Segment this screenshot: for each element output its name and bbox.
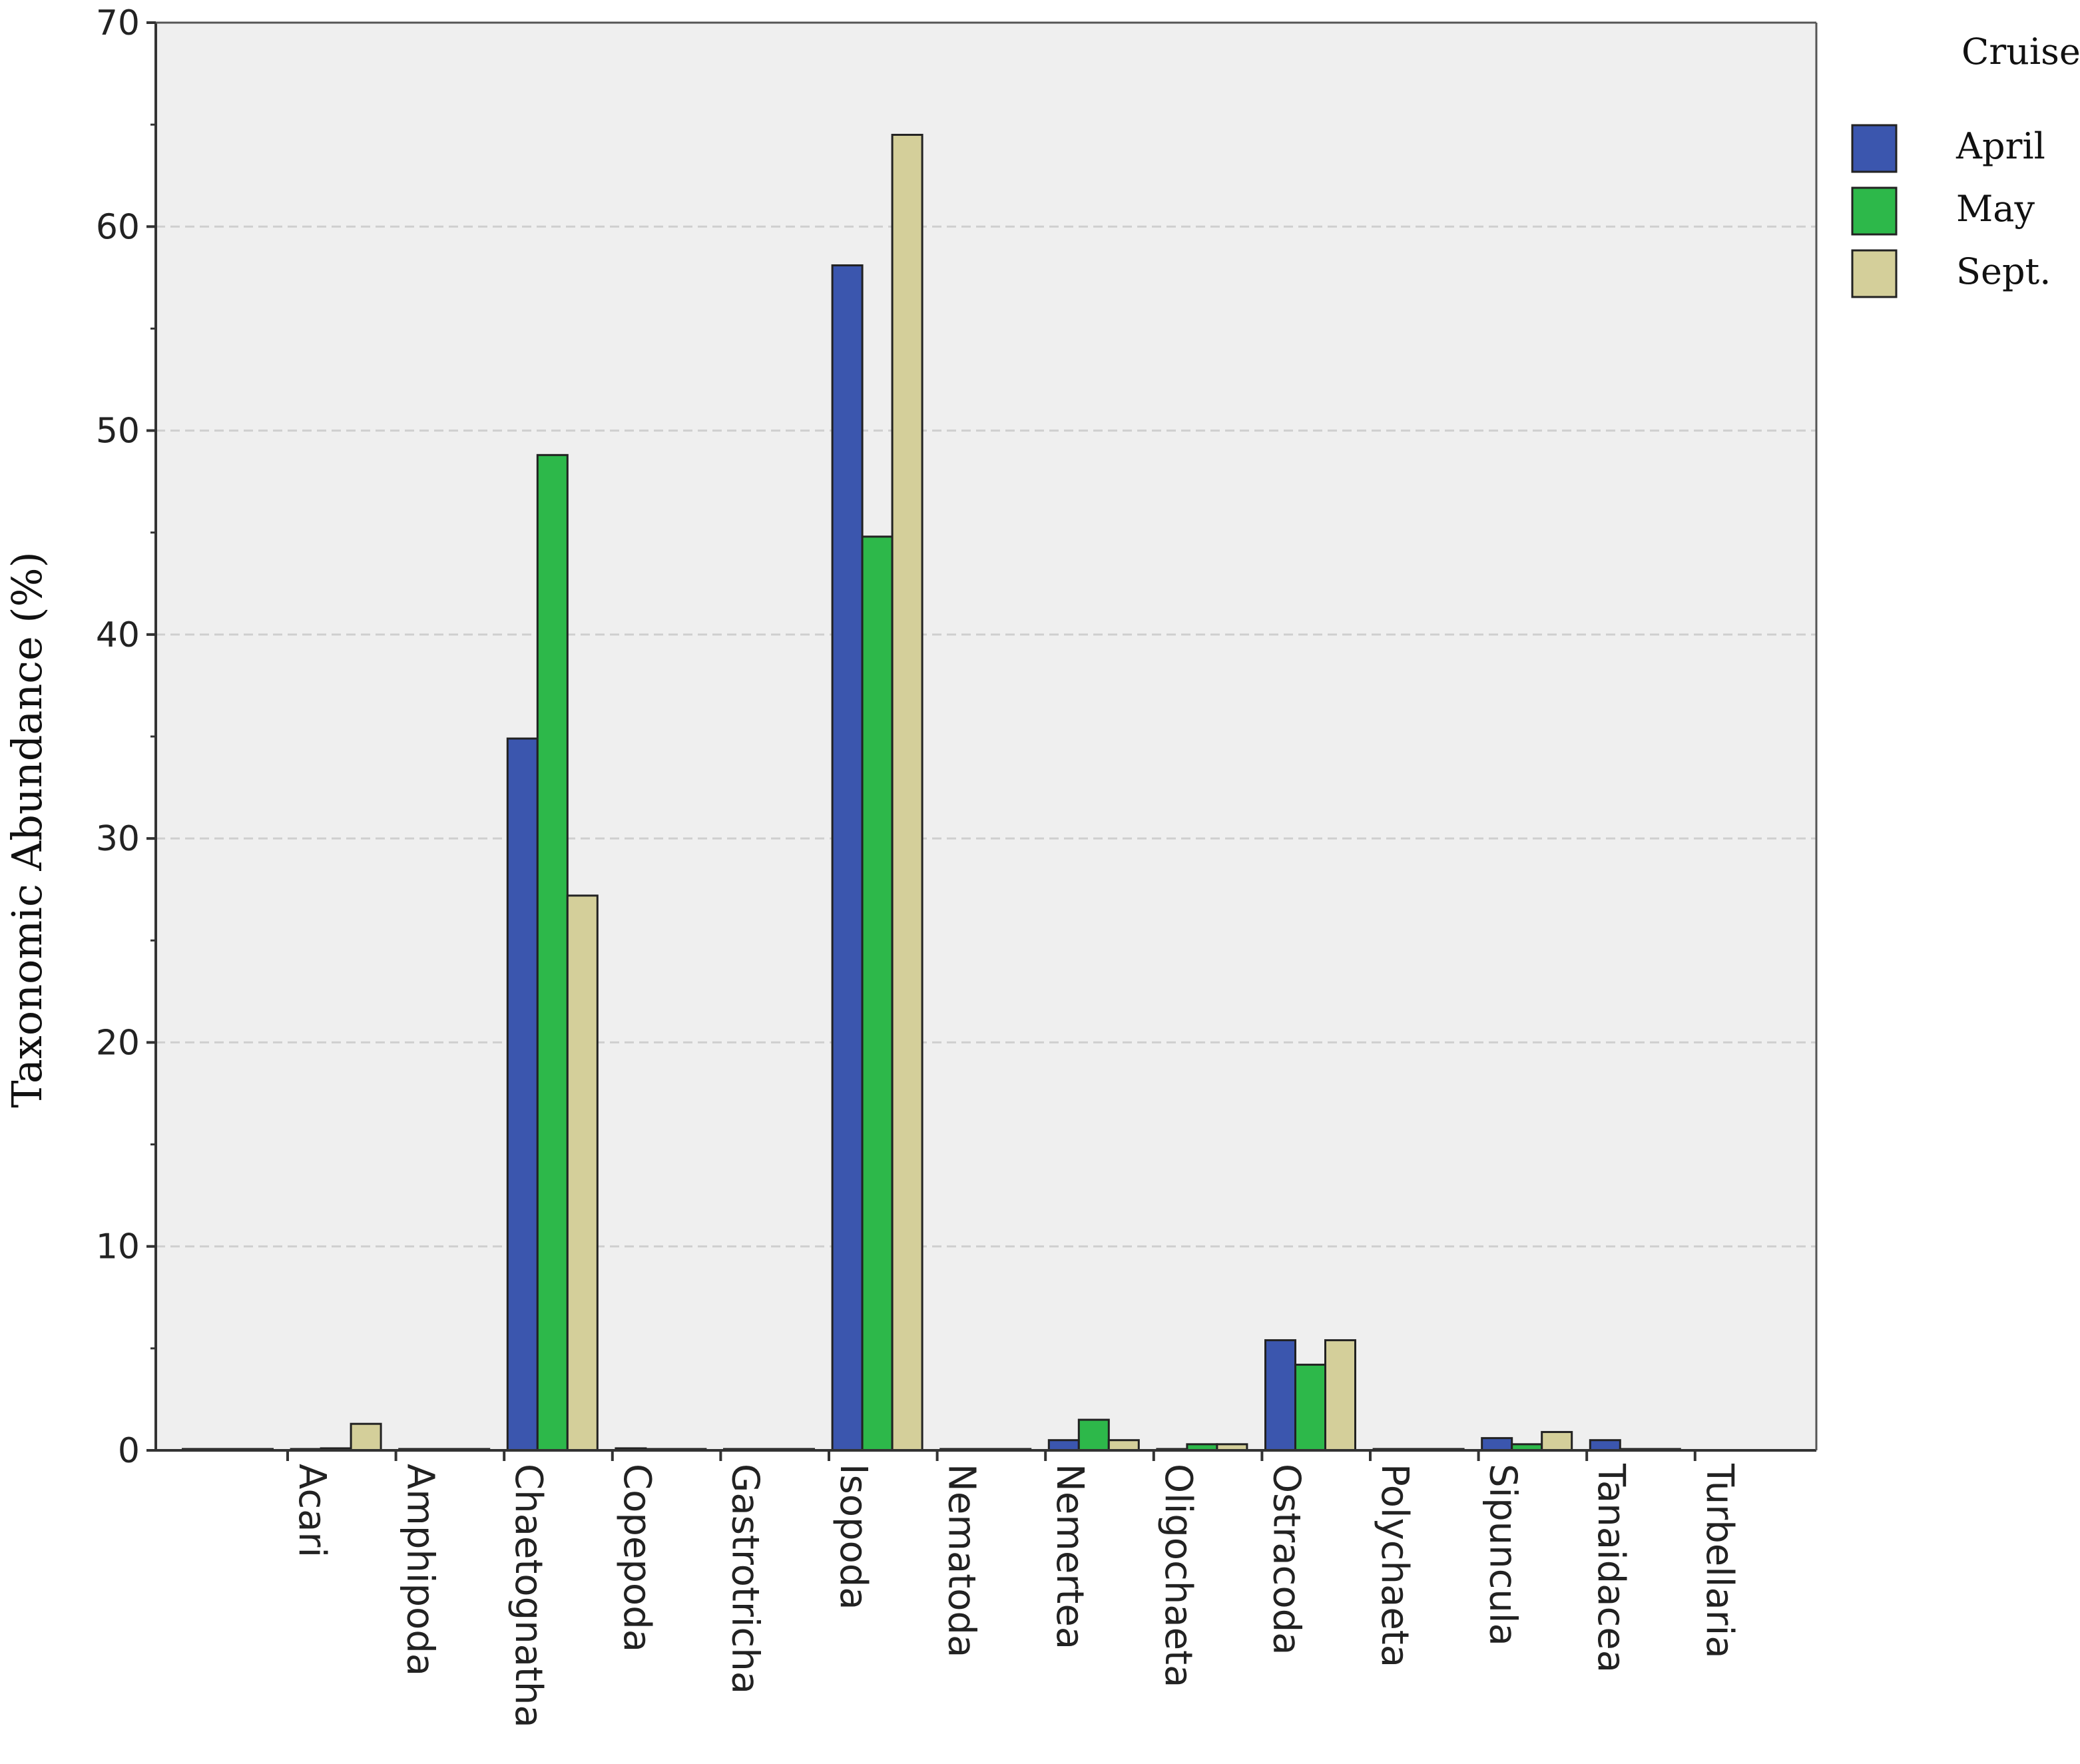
bar-copepoda-sept [566,894,599,1452]
y-tick-label-10: 10 [96,1227,140,1267]
x-tick-label-copepoda: Copepoda [615,1464,658,1652]
y-tick-label-20: 20 [96,1023,140,1063]
y-tick-label-60: 60 [96,207,140,247]
y-tick-label-0: 0 [118,1431,140,1471]
x-tick-label-polychaeta: Polychaeta [1373,1464,1416,1667]
y-tick-label-50: 50 [96,412,140,451]
y-tick-labels: 0 10 20 30 40 50 60 70 [96,3,140,1471]
x-tick-label-nematoda: Nematoda [940,1464,983,1657]
y-axis-label: Taxonomic Abundance (%) [3,551,51,1107]
x-tick-label-gastrotricha: Gastrotricha [723,1464,766,1694]
grid-lines [156,225,1816,1248]
bars [182,133,1681,1452]
legend-label-sept: Sept. [1956,250,2051,292]
bar-oligochaeta-may [1077,1418,1110,1452]
bar-turbellaria-april [1589,1439,1621,1452]
plot-background [156,23,1816,1450]
bar-nematoda-may [861,535,894,1452]
x-tick-label-acari: Acari [290,1464,334,1558]
x-tick-label-amphipoda: Amphipoda [399,1464,442,1676]
bar-tanaidacea-sept [1541,1430,1573,1452]
y-tick-label-40: 40 [96,615,140,655]
bar-polychaeta-april [1264,1339,1296,1452]
legend: Cruise April May Sept. [1851,31,2080,298]
legend-swatch-may [1851,186,1898,236]
x-tick-label-nemertea: Nemertea [1048,1464,1091,1649]
bar-polychaeta-sept [1324,1339,1356,1452]
bar-amphipoda-sept [350,1422,382,1452]
legend-swatch-sept [1851,249,1898,298]
y-tick-label-30: 30 [96,819,140,859]
bar-oligochaeta-april [1047,1439,1080,1452]
y-tick-label-70: 70 [96,3,140,43]
x-tick-label-chaetognatha: Chaetognatha [507,1464,550,1728]
x-tick-label-ostracoda: Ostracoda [1264,1464,1308,1655]
bar-nematoda-sept [891,133,923,1452]
x-tick-label-tanaidacea: Tanaidacea [1589,1463,1633,1673]
axes [146,21,1818,1461]
x-tick-label-turbellaria: Turbellaria [1698,1463,1741,1659]
bar-nematoda-april [831,264,864,1452]
bar-tanaidacea-april [1481,1437,1513,1452]
legend-title: Cruise [1961,31,2080,73]
bar-copepoda-april [506,737,539,1452]
x-tick-label-sipuncula: Sipuncula [1481,1464,1525,1646]
bar-oligochaeta-sept [1107,1439,1140,1452]
x-tick-label-isopoda: Isopoda [832,1464,875,1610]
legend-label-may: May [1956,188,2035,230]
x-tick-label-oligochaeta: Oligochaeta [1157,1464,1200,1687]
x-tick-labels: Acari Amphipoda Chaetognatha Copepoda Gastro… [290,1463,1741,1728]
legend-swatch-april [1851,124,1898,173]
legend-label-april: April [1955,125,2045,167]
bar-copepoda-may [536,453,569,1452]
bar-polychaeta-may [1294,1363,1326,1452]
